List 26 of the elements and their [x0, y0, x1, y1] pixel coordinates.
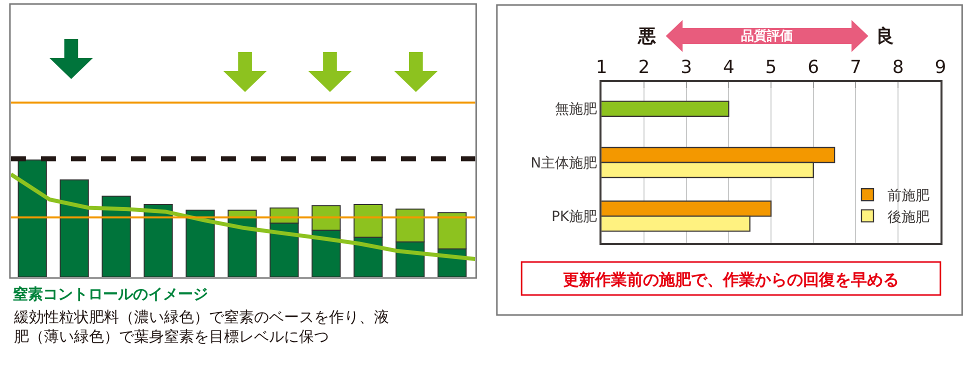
text: 良: [876, 26, 894, 47]
text: 悪: [637, 26, 656, 47]
x-tick-label: 7: [850, 57, 862, 78]
text: 緩効性粒状肥料（濃い緑色）で窒素のベースを作り、液肥（薄い緑色）で葉身窒素を目標レベルに保つ: [13, 308, 389, 346]
bar: [60, 179, 89, 277]
bar: [102, 196, 131, 277]
text: 更新作業前の施肥で、作業からの回復を早める: [563, 270, 899, 289]
x-tick-label: 2: [638, 57, 650, 78]
x-tick-label: 4: [722, 57, 734, 78]
bar: [144, 204, 173, 277]
x-tick-label: 9: [934, 57, 946, 78]
x-tick-label: 6: [808, 57, 820, 78]
legend-label: 後施肥: [887, 209, 930, 226]
x-tick-label: 1: [596, 57, 608, 78]
x-tick-label: 8: [892, 57, 904, 78]
text: 品質評価: [741, 28, 793, 44]
y-tick-label: PK施肥: [551, 209, 598, 226]
legend-label: 前施肥: [887, 188, 930, 204]
y-tick-label: 無施肥: [555, 102, 598, 118]
bar: [18, 159, 47, 277]
text: 窒素コントロールのイメージ: [13, 285, 208, 303]
x-tick-label: 3: [680, 57, 692, 78]
bar: [228, 216, 257, 277]
y-tick-label: N主体施肥: [530, 155, 598, 172]
x-tick-label: 5: [765, 57, 777, 78]
bar: [186, 210, 215, 277]
